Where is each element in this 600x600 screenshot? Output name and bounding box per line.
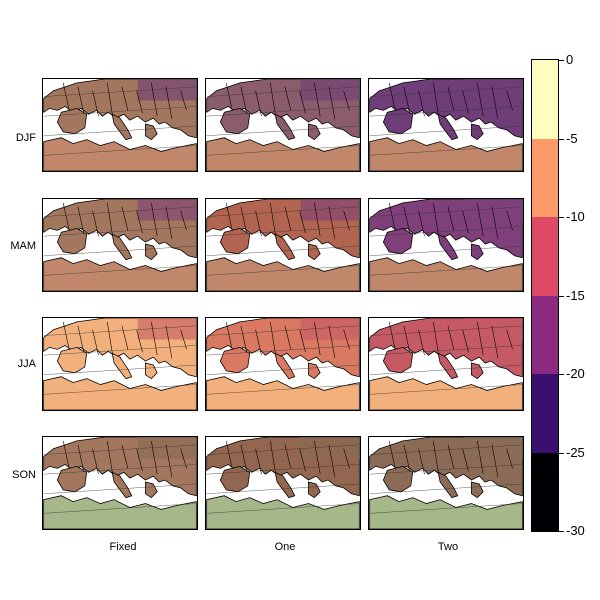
colorbar-tick-label: 0 <box>566 52 574 67</box>
colorbar-tick-label: -30 <box>566 523 585 538</box>
map-graphic <box>43 199 197 291</box>
map-graphic <box>43 437 197 529</box>
map-graphic <box>369 199 523 291</box>
map-panel <box>42 78 198 172</box>
map-panel <box>368 436 524 530</box>
map-panel <box>205 436 361 530</box>
map-graphic <box>43 318 197 410</box>
map-graphic <box>369 318 523 410</box>
colorbar-tick-mark <box>559 374 564 375</box>
map-panel <box>368 78 524 172</box>
colorbar-tick-mark <box>559 138 564 140</box>
row-label-mam: MAM <box>10 240 36 252</box>
map-panel <box>205 198 361 292</box>
map-graphic <box>369 437 523 529</box>
colorbar-swatch <box>532 452 558 532</box>
map-graphic <box>43 79 197 171</box>
column-label-fixed: Fixed <box>109 541 137 553</box>
map-panel <box>205 78 361 172</box>
map-panel <box>42 317 198 411</box>
column-label-one: One <box>274 541 296 553</box>
colorbar-tick-label: -25 <box>566 444 585 460</box>
colorbar-swatch <box>532 138 558 218</box>
map-panel <box>42 198 198 292</box>
map-graphic <box>206 199 360 291</box>
colorbar <box>531 59 559 532</box>
colorbar-tick-mark <box>559 217 564 218</box>
column-label-two: Two <box>437 541 459 553</box>
colorbar-tick-mark <box>559 295 564 297</box>
colorbar-swatch <box>532 295 558 375</box>
colorbar-tick-mark <box>559 60 564 61</box>
map-panel <box>205 317 361 411</box>
colorbar-tick-mark <box>559 452 564 454</box>
map-graphic <box>206 79 360 171</box>
row-label-son: SON <box>12 469 36 481</box>
map-graphic <box>369 79 523 171</box>
colorbar-tick-label: -15 <box>566 287 585 303</box>
map-panel <box>42 436 198 530</box>
row-label-jja: JJA <box>17 358 36 370</box>
row-label-djf: DJF <box>15 132 36 144</box>
colorbar-tick-label: -5 <box>566 130 578 146</box>
colorbar-swatch <box>532 217 558 296</box>
colorbar-swatch <box>532 60 558 139</box>
map-graphic <box>206 437 360 529</box>
colorbar-swatch <box>532 374 558 453</box>
map-panel <box>368 317 524 411</box>
colorbar-tick-label: -10 <box>566 209 585 224</box>
colorbar-tick-mark <box>559 531 564 532</box>
map-panel <box>368 198 524 292</box>
colorbar-tick-label: -20 <box>566 366 585 381</box>
map-graphic <box>206 318 360 410</box>
